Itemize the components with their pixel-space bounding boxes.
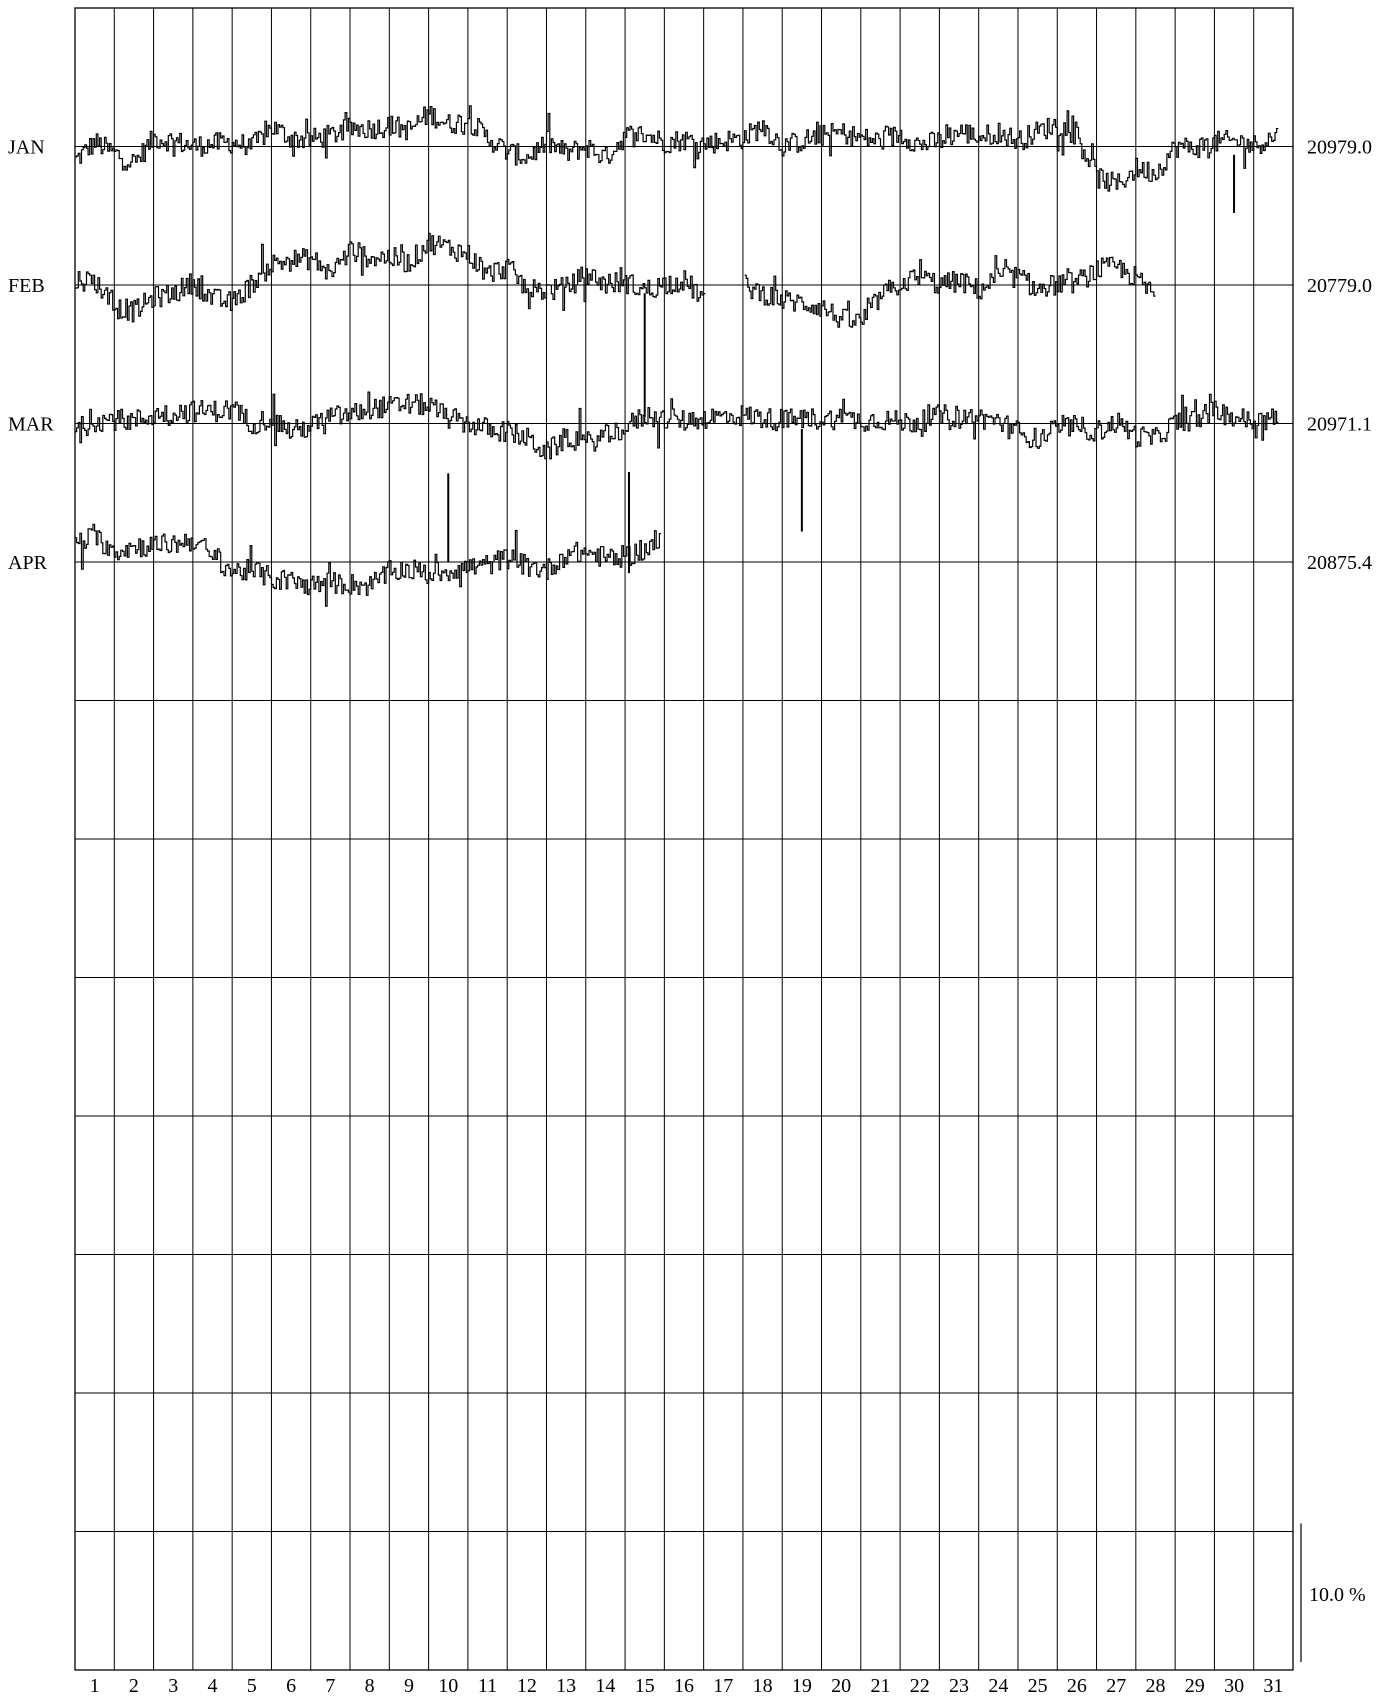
series-trace-apr	[75, 523, 662, 607]
base-value-label: 20779.0	[1307, 275, 1372, 297]
day-label: 16	[674, 1675, 694, 1697]
day-label: 23	[949, 1675, 969, 1697]
day-label: 6	[286, 1675, 296, 1697]
series-trace-feb	[75, 232, 1156, 328]
day-label: 29	[1185, 1675, 1205, 1697]
day-label: 3	[168, 1675, 178, 1697]
month-label: FEB	[8, 275, 45, 297]
chart-labels: 1 2 3 4 5 6 7 8 9 10 11 12 13 14 15 16 17 18 19 20 21 22 23 24 2…	[8, 137, 1372, 1697]
day-label: 1	[90, 1675, 100, 1697]
day-label: 4	[208, 1675, 218, 1697]
series-traces	[75, 105, 1279, 607]
series-trace-mar	[75, 391, 1279, 460]
day-label: 30	[1224, 1675, 1244, 1697]
day-label: 9	[404, 1675, 414, 1697]
day-label: 10	[438, 1675, 458, 1697]
month-label: MAR	[8, 414, 54, 436]
day-label: 8	[365, 1675, 375, 1697]
day-label: 20	[831, 1675, 851, 1697]
day-label: 26	[1067, 1675, 1087, 1697]
day-label: 5	[247, 1675, 257, 1697]
base-value-label: 20979.0	[1307, 137, 1372, 159]
day-label: 2	[129, 1675, 139, 1697]
day-label: 11	[478, 1675, 497, 1697]
day-label: 15	[635, 1675, 655, 1697]
day-label: 22	[910, 1675, 930, 1697]
series-trace-jan	[75, 105, 1279, 192]
day-label: 25	[1028, 1675, 1048, 1697]
day-label: 28	[1145, 1675, 1165, 1697]
base-value-label: 20971.1	[1307, 414, 1372, 436]
day-label: 27	[1106, 1675, 1126, 1697]
day-label: 17	[713, 1675, 733, 1697]
day-label: 21	[870, 1675, 890, 1697]
day-label: 12	[517, 1675, 537, 1697]
day-label: 7	[325, 1675, 335, 1697]
day-label: 24	[988, 1675, 1008, 1697]
day-label: 31	[1263, 1675, 1283, 1697]
base-value-label: 20875.4	[1307, 552, 1372, 574]
month-label: APR	[8, 552, 48, 574]
scale-label: 10.0 %	[1309, 1584, 1366, 1606]
day-label: 18	[753, 1675, 773, 1697]
day-label: 14	[595, 1675, 615, 1697]
month-label: JAN	[8, 137, 45, 159]
day-label: 13	[556, 1675, 576, 1697]
day-label: 19	[792, 1675, 812, 1697]
